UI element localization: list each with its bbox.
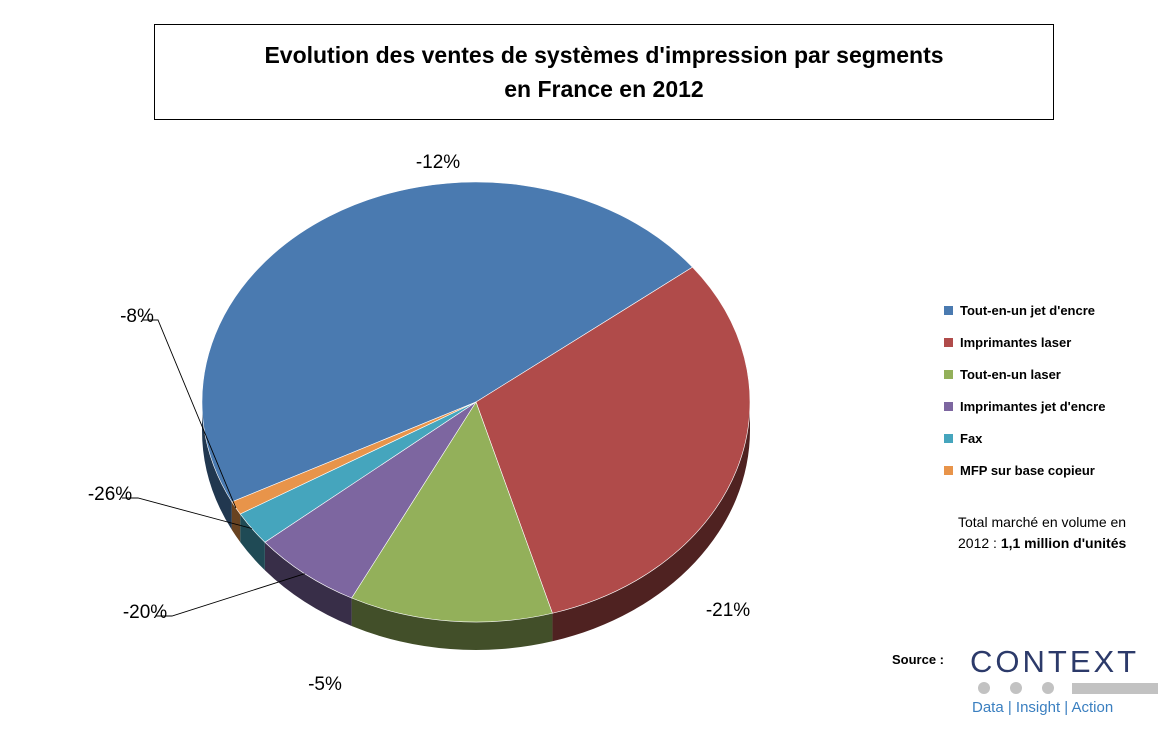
pie-slice-1: [475, 266, 751, 614]
legend-label: Imprimantes jet d'encre: [960, 398, 1106, 414]
legend-label: MFP sur base copieur: [960, 462, 1095, 478]
chart-title-line-1: Evolution des ventes de systèmes d'impre…: [264, 42, 944, 68]
pie-tops: [201, 181, 751, 623]
pie-slice-5: [231, 401, 477, 515]
slice-label-2: -5%: [308, 674, 342, 695]
pie-labels: -12% -21% -5% -20% -26% -8%: [88, 152, 750, 695]
logo-dots: [978, 682, 1158, 694]
legend: Tout-en-un jet d'encre Imprimantes laser T…: [944, 294, 1105, 486]
pie-slice-3: [264, 401, 477, 599]
leader-line-5: [142, 319, 237, 509]
legend-item: Imprimantes jet d'encre: [944, 390, 1105, 422]
legend-label: Tout-en-un laser: [960, 366, 1061, 382]
legend-label: Fax: [960, 430, 983, 446]
chart-title-box: Evolution des ventes de systèmes d'impre…: [154, 24, 1054, 120]
legend-swatch: [944, 401, 953, 411]
legend-item: Tout-en-un jet d'encre: [944, 294, 1105, 326]
total-market-text: Total marché en volume en 2012 :: [958, 514, 1127, 551]
legend-label: Tout-en-un jet d'encre: [960, 302, 1096, 318]
legend-item: Fax: [944, 422, 1105, 454]
pie-side-0: [202, 402, 232, 530]
legend-swatch: [944, 465, 953, 475]
logo-dot: [978, 682, 990, 694]
total-market-note: Total marché en volume en 2012 : 1,1 mil…: [958, 512, 1148, 554]
logo-dot: [1010, 682, 1022, 694]
legend-item: MFP sur base copieur: [944, 454, 1105, 486]
pie-side-4: [240, 513, 265, 571]
legend-swatch: [944, 305, 953, 315]
legend-label: Imprimantes laser: [960, 334, 1072, 350]
legend-swatch: [944, 337, 953, 347]
pie-side-2: [351, 598, 553, 650]
legend-item: Imprimantes laser: [944, 326, 1105, 358]
pie-side-5: [231, 501, 241, 542]
slice-label-4: -26%: [88, 484, 132, 505]
pie-leaders: [122, 319, 305, 617]
pie-slice-0: [201, 181, 693, 503]
pie-side-1: [552, 402, 750, 642]
legend-swatch: [944, 369, 953, 379]
leader-line-4: [122, 497, 252, 529]
slice-label-3: -20%: [123, 602, 167, 623]
slice-label-0: -12%: [416, 152, 460, 173]
logo-bar: [1072, 682, 1158, 694]
legend-swatch: [944, 433, 953, 443]
slice-label-1: -21%: [706, 600, 750, 621]
chart-title-line-2: en France en 2012: [504, 76, 704, 102]
source-label: Source :: [892, 652, 945, 667]
logo-wordmark: CONTEXT: [970, 644, 1140, 679]
pie-slice-2: [351, 401, 553, 623]
pie-side-3: [264, 542, 352, 627]
context-logo: CONTEXT Data | Insight | Action: [968, 644, 1158, 724]
leader-line-3: [156, 573, 305, 617]
legend-item: Tout-en-un laser: [944, 358, 1105, 390]
logo-dot: [1042, 682, 1054, 694]
total-market-value: 1,1 million d'unités: [1000, 535, 1127, 551]
logo-tagline: Data | Insight | Action: [972, 699, 1114, 716]
slice-label-5: -8%: [120, 306, 154, 327]
pie-sides: [202, 402, 750, 650]
